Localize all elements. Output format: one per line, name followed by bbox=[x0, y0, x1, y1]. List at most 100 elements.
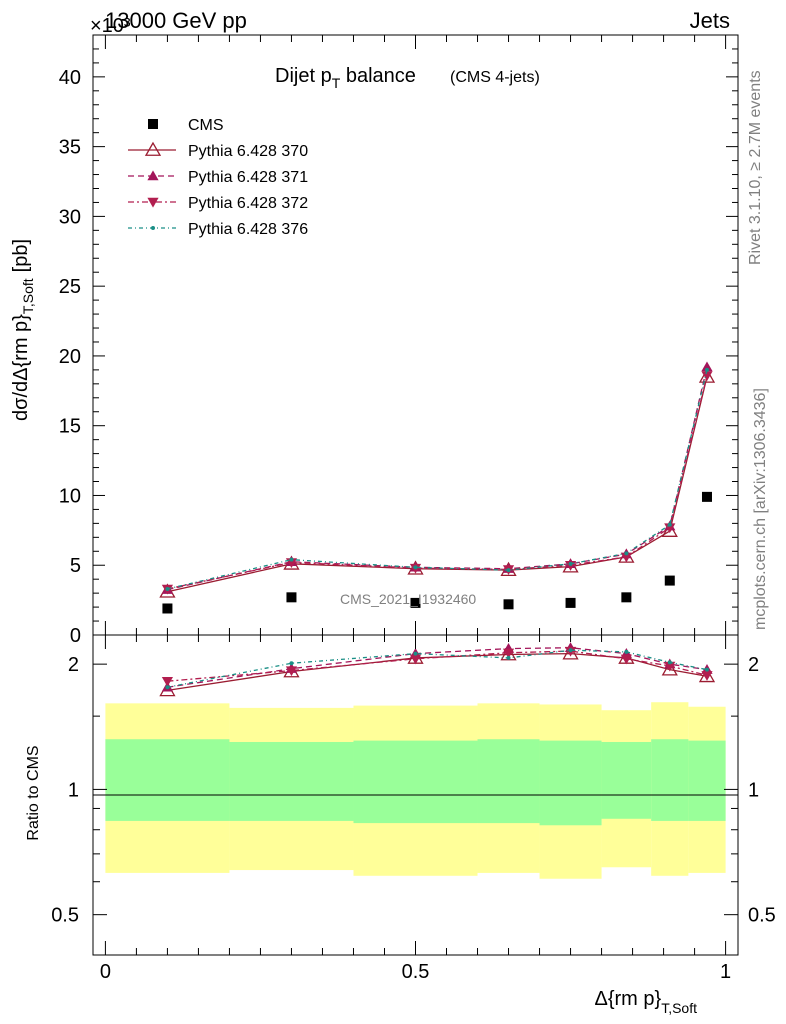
ratio-point-s372 bbox=[285, 666, 298, 677]
x-tick-label: 1 bbox=[720, 961, 731, 983]
data-point-s372 bbox=[664, 523, 676, 534]
legend: CMS Pythia 6.428 370 Pythia 6.428 371 Pythi… bbox=[128, 117, 308, 238]
ratio-point-s372 bbox=[701, 671, 713, 681]
main-y-axis: 0 5 10 15 20 25 30 35 40 bbox=[59, 34, 738, 647]
ratio-bands bbox=[105, 702, 726, 879]
legend-label: Pythia 6.428 372 bbox=[188, 195, 308, 212]
main-y-tick-label: 10 bbox=[59, 485, 81, 507]
data-point-cms bbox=[286, 592, 297, 603]
ratio-point-s376 bbox=[289, 661, 294, 666]
ratio-line-s376 bbox=[167, 649, 708, 688]
data-point-cms bbox=[565, 597, 576, 608]
ratio-point-s376 bbox=[506, 655, 511, 660]
series-line-s371 bbox=[167, 366, 708, 591]
main-y-tick-label: 25 bbox=[59, 276, 81, 298]
ratio-y-tick-label: 2 bbox=[68, 654, 79, 676]
ratio-band-inner bbox=[539, 740, 602, 826]
data-point-s371 bbox=[701, 361, 713, 372]
category-label: Jets bbox=[690, 8, 730, 33]
main-title: Dijet pT balance bbox=[275, 65, 416, 91]
legend-marker-s371 bbox=[147, 170, 159, 181]
main-y-label-sub: T,Soft bbox=[20, 278, 36, 314]
ratio-point-s370 bbox=[698, 667, 716, 683]
main-y-tick-label: 30 bbox=[59, 206, 81, 228]
data-point-cms bbox=[410, 597, 421, 608]
main-panel: 0 5 10 15 20 25 30 35 40 Dijet pT balance (CMS 4… bbox=[10, 34, 739, 647]
x-axis-label: Δ{rm p}T,Soft bbox=[594, 988, 697, 1016]
main-title-sub: T bbox=[332, 75, 341, 91]
ratio-point-s370 bbox=[661, 661, 678, 676]
data-point-cms bbox=[503, 599, 514, 610]
watermark: CMS_2021_I1932460 bbox=[340, 591, 476, 607]
ratio-y-tick-label: 0.5 bbox=[51, 905, 79, 927]
ratio-point-s376 bbox=[413, 651, 418, 656]
series-line-s370 bbox=[167, 376, 708, 593]
ratio-point-s372 bbox=[620, 654, 632, 665]
x-axis-label-text: Δ{rm p} bbox=[594, 988, 661, 1010]
data-point-s376 bbox=[165, 586, 170, 591]
rivet-label: Rivet 3.1.10, ≥ 2.7M events bbox=[747, 70, 764, 265]
series-line-s372 bbox=[167, 375, 708, 590]
data-point-s370 bbox=[698, 368, 716, 383]
ratio-point-s376 bbox=[624, 649, 629, 654]
x-axis-label-sub: T,Soft bbox=[661, 1000, 697, 1016]
main-y-tick-label: 5 bbox=[70, 555, 81, 577]
ratio-panel: 0.5 0.51 12 2 0 0.5 1 Ratio to CMS bbox=[25, 634, 776, 983]
ratio-point-s372 bbox=[502, 648, 515, 659]
ratio-point-s376 bbox=[704, 667, 709, 672]
data-point-s372 bbox=[620, 552, 632, 563]
data-point-s376 bbox=[413, 565, 418, 570]
legend-marker-s370 bbox=[144, 141, 162, 156]
data-point-s372 bbox=[701, 371, 713, 382]
main-y-tick-label: 20 bbox=[59, 346, 81, 368]
ratio-band-inner bbox=[601, 741, 652, 819]
legend-label: CMS bbox=[188, 117, 224, 134]
exponent-label: ×10³ bbox=[90, 15, 131, 37]
legend-label: Pythia 6.428 371 bbox=[188, 169, 308, 186]
main-title-text: Dijet p bbox=[275, 65, 332, 87]
main-y-tick-label: 35 bbox=[59, 137, 81, 159]
ratio-point-s372 bbox=[664, 661, 676, 672]
main-y-label-unit: [pb] bbox=[10, 239, 32, 272]
ratio-point-s376 bbox=[165, 685, 170, 690]
main-plot-area bbox=[159, 361, 716, 614]
data-point-s376 bbox=[568, 561, 573, 566]
data-point-cms bbox=[701, 491, 712, 502]
legend-marker-cms bbox=[148, 119, 158, 129]
ratio-band-inner bbox=[105, 739, 230, 821]
ratio-band-inner bbox=[229, 741, 354, 821]
data-point-s376 bbox=[289, 557, 294, 562]
ratio-band-inner bbox=[651, 739, 689, 821]
legend-marker-s372 bbox=[147, 197, 159, 208]
ratio-line-s372 bbox=[167, 650, 708, 682]
ratio-band-inner bbox=[477, 739, 540, 824]
ratio-band-inner bbox=[353, 740, 478, 824]
main-title-rest: balance bbox=[340, 65, 416, 87]
ratio-point-s370 bbox=[562, 645, 579, 660]
data-point-cms bbox=[162, 603, 173, 614]
ratio-line-s371 bbox=[167, 647, 708, 688]
ratio-plot-area bbox=[159, 642, 716, 697]
ratio-point-s376 bbox=[667, 660, 672, 665]
x-tick-label: 0 bbox=[100, 961, 111, 983]
legend-label: Pythia 6.428 370 bbox=[188, 143, 308, 160]
ratio-point-s372 bbox=[409, 654, 422, 665]
data-point-s376 bbox=[506, 568, 511, 573]
main-y-tick-label: 15 bbox=[59, 416, 81, 438]
ratio-y-tick-label-right: 1 bbox=[748, 779, 759, 801]
ratio-point-s372 bbox=[161, 676, 174, 687]
ratio-y-axis: 0.5 0.5 1 1 2 2 bbox=[51, 654, 776, 927]
mcplots-label: mcplots.cern.ch [arXiv:1306.3436] bbox=[752, 388, 769, 630]
ratio-y-tick-label: 1 bbox=[68, 779, 79, 801]
data-point-s376 bbox=[667, 522, 672, 527]
main-y-tick-label: 0 bbox=[70, 625, 81, 647]
data-point-s376 bbox=[704, 367, 709, 372]
main-title-note: (CMS 4-jets) bbox=[450, 69, 540, 86]
ratio-y-tick-label-right: 2 bbox=[748, 654, 759, 676]
ratio-point-s376 bbox=[568, 648, 573, 653]
main-x-axis bbox=[104, 35, 727, 635]
energy-label: 13000 GeV pp bbox=[105, 8, 247, 33]
data-point-s376 bbox=[624, 551, 629, 556]
main-y-label-text: dσ/dΔ{rm p} bbox=[10, 314, 32, 421]
